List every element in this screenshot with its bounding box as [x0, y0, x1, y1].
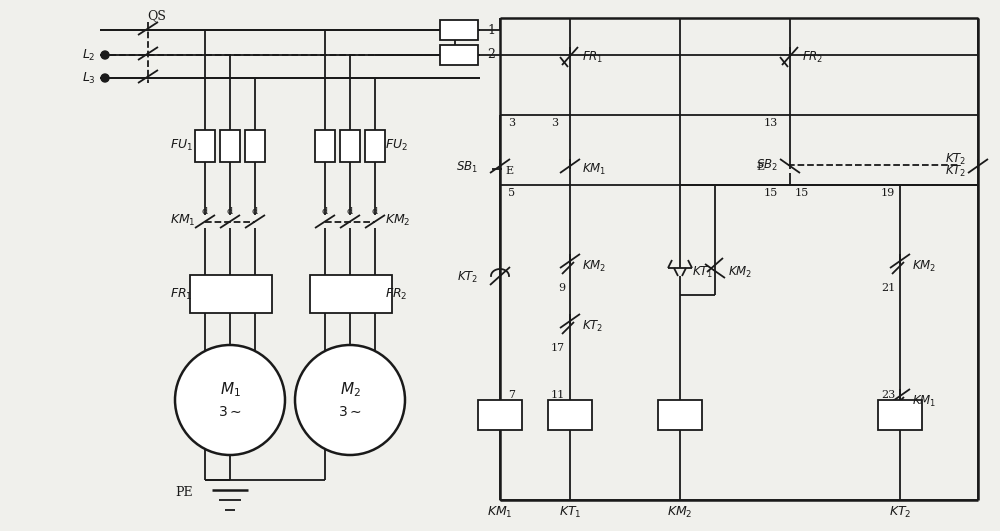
Text: $KM_1$: $KM_1$: [487, 504, 513, 519]
Text: d: d: [252, 208, 258, 217]
Bar: [548, 400, 592, 430]
Text: $KT_2$: $KT_2$: [945, 151, 966, 167]
Text: 1: 1: [487, 23, 495, 37]
Bar: [220, 130, 240, 162]
Text: $KM_2$: $KM_2$: [728, 264, 752, 279]
Text: 7: 7: [508, 390, 515, 400]
Text: 15: 15: [795, 188, 809, 198]
Text: 19: 19: [881, 188, 895, 198]
Text: $FR_2$: $FR_2$: [385, 286, 407, 302]
Text: $M_1$: $M_1$: [220, 381, 240, 399]
Text: $KM_1$: $KM_1$: [582, 161, 606, 176]
Circle shape: [295, 345, 405, 455]
Text: $FU_1$: $FU_1$: [170, 138, 193, 152]
Text: $FR_1$: $FR_1$: [170, 286, 193, 302]
Text: $L_2$: $L_2$: [82, 47, 96, 63]
Text: $KM_1$: $KM_1$: [170, 212, 196, 228]
Text: 15: 15: [764, 188, 778, 198]
Bar: [310, 275, 392, 313]
Bar: [245, 130, 265, 162]
Text: 3: 3: [508, 118, 515, 128]
Text: $FU_2$: $FU_2$: [385, 138, 408, 152]
Text: $KT_2$: $KT_2$: [889, 504, 911, 519]
Text: d: d: [372, 208, 378, 217]
Text: 21: 21: [881, 283, 895, 293]
Bar: [190, 275, 272, 313]
Text: d: d: [202, 208, 208, 217]
Bar: [340, 130, 360, 162]
Text: 2: 2: [487, 48, 495, 62]
Text: 3: 3: [551, 118, 558, 128]
Text: $M_2$: $M_2$: [340, 381, 360, 399]
Text: $3\sim$: $3\sim$: [338, 405, 362, 419]
Bar: [440, 20, 478, 40]
Text: $KM_2$: $KM_2$: [385, 212, 411, 228]
Text: $KM_2$: $KM_2$: [582, 259, 606, 273]
Bar: [315, 130, 335, 162]
Text: $KM_1$: $KM_1$: [912, 393, 936, 408]
Text: 11: 11: [551, 390, 565, 400]
Text: $L_3$: $L_3$: [82, 71, 96, 85]
Bar: [658, 400, 702, 430]
Text: $KM_2$: $KM_2$: [912, 259, 936, 273]
Text: d: d: [347, 208, 353, 217]
Bar: [195, 130, 215, 162]
Text: $FR_1$: $FR_1$: [582, 49, 603, 65]
Bar: [878, 400, 922, 430]
Text: $KT_1$: $KT_1$: [692, 264, 713, 279]
Bar: [478, 400, 522, 430]
Text: $FR_2$: $FR_2$: [802, 49, 823, 65]
Text: $3\sim$: $3\sim$: [218, 405, 242, 419]
Text: $KM_2$: $KM_2$: [667, 504, 693, 519]
Text: $KT_2$: $KT_2$: [582, 319, 603, 333]
Text: 5: 5: [508, 188, 515, 198]
Text: 17: 17: [551, 343, 565, 353]
Circle shape: [101, 74, 109, 82]
Text: PE: PE: [175, 485, 193, 499]
Circle shape: [175, 345, 285, 455]
Text: $KT_1$: $KT_1$: [559, 504, 581, 519]
Bar: [440, 45, 478, 65]
Text: d: d: [322, 208, 328, 217]
Text: 13: 13: [764, 118, 778, 128]
Text: 23: 23: [881, 390, 895, 400]
Text: $KT_2$: $KT_2$: [945, 164, 966, 178]
Text: $SB_2$: $SB_2$: [756, 158, 778, 173]
Text: QS: QS: [147, 10, 166, 22]
Bar: [365, 130, 385, 162]
Text: d: d: [227, 208, 233, 217]
Text: $KT_2$: $KT_2$: [457, 269, 478, 285]
Text: 9: 9: [558, 283, 565, 293]
Circle shape: [101, 51, 109, 59]
Text: $SB_1$: $SB_1$: [456, 159, 478, 175]
Text: E: E: [505, 166, 513, 176]
Text: E: E: [757, 162, 765, 172]
